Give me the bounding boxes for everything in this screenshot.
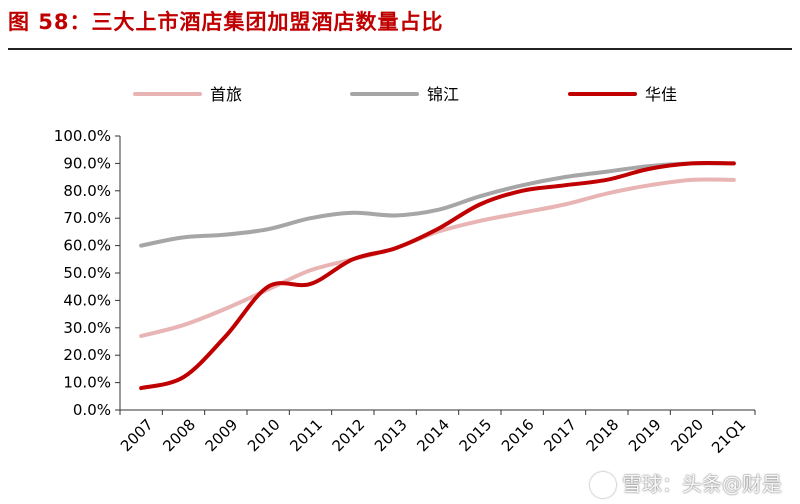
watermark-text: 雪球：头条@财是 xyxy=(622,471,782,496)
y-tick-label: 100.0% xyxy=(54,127,111,145)
series-line-0 xyxy=(139,177,736,339)
y-tick-label: 10.0% xyxy=(63,374,111,392)
y-tick-label: 30.0% xyxy=(63,319,111,337)
series-line-1 xyxy=(139,161,736,248)
legend-label: 首旅 xyxy=(210,85,242,104)
axes: 0.0% 10.0% 20.0% 30.0% 40.0% 50.0% 60.0% 70.0% 8… xyxy=(54,127,756,457)
x-tick-label: 2019 xyxy=(625,416,665,456)
x-tick-label: 2016 xyxy=(498,416,538,456)
series-lines xyxy=(139,160,736,391)
x-tick-label: 2018 xyxy=(583,416,623,456)
x-tick-label: 2008 xyxy=(159,416,199,456)
x-tick-label: 2010 xyxy=(244,416,284,456)
x-tick-label: 2011 xyxy=(286,416,326,456)
legend-label: 锦江 xyxy=(427,85,459,104)
x-tick-label: 2017 xyxy=(540,416,580,456)
y-tick-label: 90.0% xyxy=(63,154,111,172)
y-tick-label: 80.0% xyxy=(63,182,111,200)
snowball-logo-icon xyxy=(590,472,616,498)
y-tick-label: 70.0% xyxy=(63,209,111,227)
title-divider xyxy=(8,48,792,50)
y-tick-label: 40.0% xyxy=(63,291,111,309)
series-line-2 xyxy=(139,160,736,391)
watermark: 雪球：头条@财是 xyxy=(590,468,782,498)
legend: 首旅 锦江 华佳 xyxy=(133,85,677,104)
y-tick-label: 0.0% xyxy=(73,401,111,419)
legend-label: 华佳 xyxy=(645,85,677,104)
x-tick-label: 2020 xyxy=(667,416,707,456)
y-tick-label: 20.0% xyxy=(63,346,111,364)
chart-title: 图 58：三大上市酒店集团加盟酒店数量占比 xyxy=(8,10,444,34)
y-tick-label: 60.0% xyxy=(63,237,111,255)
x-tick-label: 2009 xyxy=(202,416,242,456)
x-tick-label: 2012 xyxy=(329,416,369,456)
x-tick-label: 2015 xyxy=(456,416,496,456)
x-tick-label: 2013 xyxy=(371,416,411,456)
x-tick-label: 2014 xyxy=(413,416,453,456)
y-tick-label: 50.0% xyxy=(63,264,111,282)
x-tick-label: 21Q1 xyxy=(708,416,749,457)
x-tick-label: 2007 xyxy=(117,416,157,456)
